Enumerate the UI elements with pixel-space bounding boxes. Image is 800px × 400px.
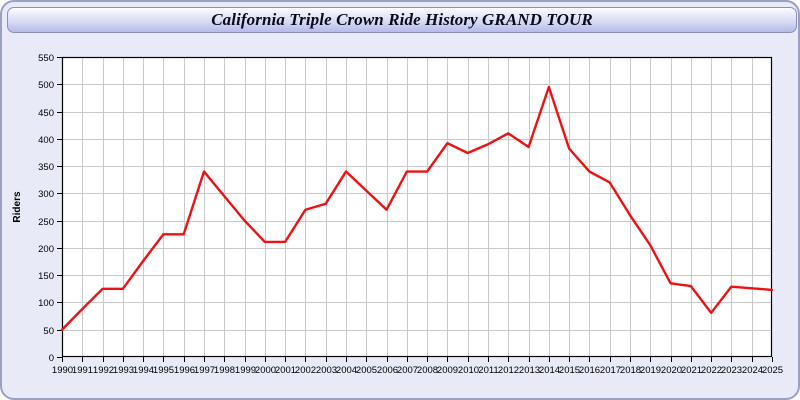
y-tick-label: 400	[38, 135, 54, 146]
plot-background	[62, 57, 772, 357]
x-tick-label: 2017	[600, 365, 621, 376]
x-tick-label: 1995	[153, 365, 174, 376]
x-tick-label: 2005	[356, 365, 377, 376]
y-tick-label: 150	[38, 271, 54, 282]
y-tick-label: 350	[38, 162, 54, 173]
y-tick-label: 200	[38, 244, 54, 255]
plot-area-container: 0 50 100 150 200 250 300 350 400 450 500 550 1990 19…	[2, 36, 798, 398]
x-tick-label: 2004	[336, 365, 357, 376]
riders-series-line	[60, 85, 774, 331]
x-tick-label: 2000	[255, 365, 276, 376]
x-tick-label: 2019	[640, 365, 661, 376]
y-tick-label: 0	[49, 353, 54, 364]
x-tick-label: 1999	[235, 365, 256, 376]
axis-lines	[61, 56, 773, 358]
x-tick-label: 1992	[93, 365, 114, 376]
y-tick-label: 500	[38, 80, 54, 91]
x-tick-label: 1993	[113, 365, 134, 376]
page-title: California Triple Crown Ride History GRA…	[211, 10, 593, 29]
x-tick-label: 2003	[316, 365, 337, 376]
x-tick-label: 1997	[194, 365, 215, 376]
y-tick-label: 50	[43, 326, 54, 337]
y-tick-label: 300	[38, 189, 54, 200]
x-tick-label: 2006	[377, 365, 398, 376]
x-tick-label: 2014	[539, 365, 560, 376]
x-tick-label: 2010	[458, 365, 479, 376]
x-tick-label: 2018	[620, 365, 641, 376]
y-tick-label: 450	[38, 108, 54, 119]
y-tick-label: 550	[38, 53, 54, 64]
x-tick-label: 2020	[661, 365, 682, 376]
x-tick-label: 2007	[397, 365, 418, 376]
x-tick-label: 2002	[295, 365, 316, 376]
x-tick-label: 2022	[701, 365, 722, 376]
x-tick-label: 1994	[133, 365, 154, 376]
x-tick-label: 2011	[478, 365, 498, 376]
x-tick-label: 2009	[437, 365, 458, 376]
x-tick-label: 2025	[762, 365, 783, 376]
x-tick-label: 2015	[559, 365, 580, 376]
x-tick-label: 1991	[72, 365, 93, 376]
x-tick-label: 2016	[579, 365, 600, 376]
x-tick-label: 2012	[498, 365, 519, 376]
x-tick-label: 1990	[52, 365, 73, 376]
x-tick-label: 2024	[742, 365, 763, 376]
x-tick-label: 2021	[681, 365, 702, 376]
x-tick-label: 2013	[519, 365, 540, 376]
y-tick-label: 250	[38, 217, 54, 228]
x-tick-label: 2023	[721, 365, 742, 376]
x-tick-label: 1996	[174, 365, 195, 376]
y-axis-label: Riders	[12, 191, 23, 223]
x-tick-label: 2001	[275, 365, 296, 376]
x-tick-label: 1998	[214, 365, 235, 376]
y-axis-ticks: 0 50 100 150 200 250 300 350 400 450 500 550	[38, 53, 62, 364]
y-tick-label: 100	[38, 298, 54, 309]
chart-title-bar: California Triple Crown Ride History GRA…	[7, 7, 797, 33]
x-tick-label: 2008	[417, 365, 438, 376]
